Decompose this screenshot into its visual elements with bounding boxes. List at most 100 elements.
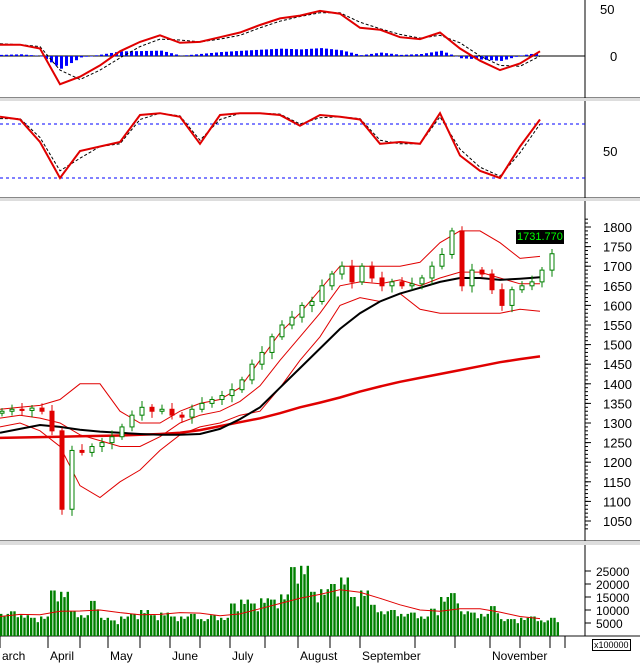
- candle-body: [359, 265, 365, 283]
- macd-histogram-bar: [175, 54, 178, 56]
- macd-ytick-label: 0: [610, 49, 617, 64]
- macd-histogram-bar: [440, 50, 443, 56]
- volume-bar: [223, 619, 226, 636]
- x-axis-month-label: November: [492, 649, 547, 663]
- volume-bar: [90, 600, 93, 636]
- volume-bar: [536, 621, 539, 636]
- macd-histogram-bar: [305, 49, 308, 56]
- macd-histogram-bar: [150, 50, 153, 56]
- candle-body: [29, 407, 35, 411]
- macd-histogram-bar: [100, 54, 103, 56]
- volume-bar: [296, 583, 299, 636]
- macd-histogram-bar: [355, 53, 358, 56]
- volume-bar: [463, 614, 466, 636]
- volume-bar: [26, 615, 29, 636]
- macd-histogram-bar: [525, 54, 528, 56]
- candle-body: [539, 269, 545, 283]
- macd-histogram-bar: [385, 53, 388, 56]
- candle-body: [369, 265, 375, 279]
- macd-histogram-bar: [375, 53, 378, 56]
- macd-histogram-bar: [15, 54, 18, 56]
- volume-bar: [80, 615, 83, 636]
- panel-gap: [0, 198, 640, 201]
- volume-ytick-label: 15000: [596, 591, 630, 605]
- volume-bar: [240, 599, 243, 636]
- volume-bar: [170, 616, 173, 636]
- macd-histogram-bar: [340, 50, 343, 56]
- last-price-label: 1731.770: [516, 230, 564, 244]
- volume-bar: [503, 621, 506, 636]
- volume-bar: [316, 602, 319, 636]
- macd-histogram-bar: [50, 56, 53, 63]
- candle-body: [79, 449, 85, 453]
- macd-histogram-bar: [205, 53, 208, 56]
- macd-histogram-bar: [345, 51, 348, 56]
- candle-body: [249, 363, 255, 381]
- volume-bar: [453, 593, 456, 636]
- volume-bar: [476, 618, 479, 636]
- candle-body: [259, 351, 265, 365]
- candle-body: [439, 253, 445, 267]
- volume-bar: [226, 617, 229, 636]
- price-ytick-label: 1400: [603, 377, 632, 392]
- volume-bar: [460, 611, 463, 636]
- price-ytick-label: 1450: [603, 357, 632, 372]
- macd-histogram-bar: [240, 50, 243, 56]
- macd-ytick-label: 50: [600, 2, 614, 17]
- volume-bar: [470, 612, 473, 636]
- volume-bar: [280, 594, 283, 636]
- volume-bar: [270, 599, 273, 636]
- volume-bar: [66, 591, 69, 636]
- stoch-ytick-label: 50: [603, 144, 617, 159]
- volume-bar: [510, 619, 513, 636]
- candle-body: [399, 281, 405, 287]
- macd-histogram-bar: [505, 56, 508, 60]
- volume-bar: [96, 609, 99, 636]
- volume-bar: [6, 613, 9, 636]
- candle-body: [309, 300, 315, 306]
- volume-bar: [303, 574, 306, 636]
- macd-histogram-bar: [480, 56, 483, 60]
- volume-bar: [350, 597, 353, 636]
- volume-bar: [496, 613, 499, 636]
- volume-bar: [46, 616, 49, 636]
- volume-bar: [260, 598, 263, 636]
- volume-bar: [436, 615, 439, 636]
- macd-histogram-bar: [360, 55, 363, 56]
- volume-bar: [176, 621, 179, 636]
- volume-bar: [93, 600, 96, 636]
- macd-histogram-bar: [70, 56, 73, 64]
- candle-body: [349, 265, 355, 283]
- volume-bar: [200, 619, 203, 636]
- macd-histogram-bar: [350, 52, 353, 56]
- volume-bar: [473, 612, 476, 636]
- volume-bar: [323, 594, 326, 636]
- volume-bar: [23, 617, 26, 636]
- candle-body: [189, 408, 195, 418]
- candle-body: [39, 407, 45, 412]
- volume-bar: [466, 611, 469, 636]
- macd-histogram-bar: [255, 49, 258, 56]
- volume-bar: [83, 617, 86, 636]
- candle-body: [279, 324, 285, 338]
- macd-histogram-bar: [230, 51, 233, 56]
- volume-bar: [513, 619, 516, 636]
- volume-bar: [130, 613, 133, 636]
- x-axis-month-label: July: [232, 649, 253, 663]
- volume-ytick-label: 5000: [596, 617, 623, 631]
- volume-bar: [450, 593, 453, 636]
- volume-unit-label: x100000: [592, 639, 631, 651]
- volume-bar: [210, 615, 213, 636]
- volume-bar: [220, 617, 223, 636]
- macd-histogram-bar: [160, 50, 163, 56]
- volume-bar: [553, 617, 556, 636]
- macd-histogram-bar: [120, 51, 123, 56]
- x-axis-month-label: arch: [2, 649, 25, 663]
- volume-bar: [16, 617, 19, 636]
- volume-bar: [540, 620, 543, 636]
- volume-bar: [443, 601, 446, 636]
- macd-histogram-bar: [520, 55, 523, 56]
- volume-bar: [136, 619, 139, 636]
- macd-histogram-bar: [225, 51, 228, 56]
- candle-body: [319, 285, 325, 302]
